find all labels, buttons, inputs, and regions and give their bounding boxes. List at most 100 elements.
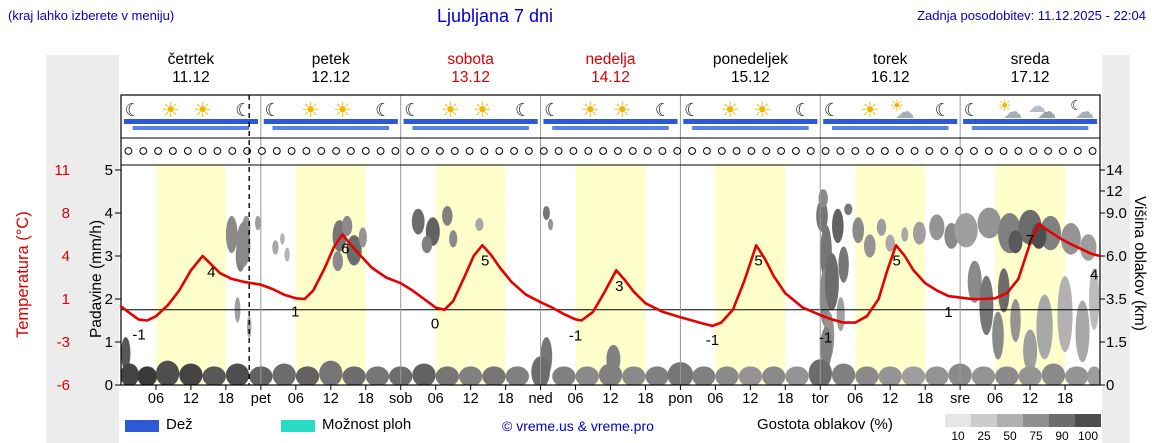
location-hint: (kraj lahko izberete v meniju) (8, 8, 175, 23)
sun-icon: ☀ (473, 99, 492, 122)
day-name: četrtek (167, 51, 215, 68)
svg-text:14: 14 (1106, 162, 1123, 179)
svg-text:☾: ☾ (824, 100, 840, 120)
cloud-icon: ☁☁ (1028, 96, 1057, 123)
day-header-petek: petek 12.12 (261, 51, 401, 87)
svg-text:☀: ☀ (753, 99, 772, 122)
density-tick-label: 10 (951, 429, 965, 443)
svg-text:☾: ☾ (264, 100, 280, 120)
svg-text:1: 1 (62, 291, 70, 308)
svg-text:4: 4 (207, 264, 215, 281)
day-name: sobota (447, 51, 494, 68)
cloud-axis-ticks: 14 12 9.0 6.0 3.5 1.5 0 (1106, 162, 1127, 394)
moon-icon: ☾ (824, 100, 840, 120)
svg-text:3: 3 (105, 248, 113, 265)
density-swatch (1075, 414, 1101, 427)
day-date: 12.12 (311, 69, 351, 86)
day-date: 17.12 (1010, 69, 1050, 86)
svg-text:☀: ☀ (860, 99, 879, 122)
svg-text:18: 18 (917, 391, 933, 407)
svg-text:18: 18 (777, 391, 793, 407)
svg-text:0: 0 (431, 316, 439, 333)
axis-tick-marks (115, 169, 1105, 386)
moon-icon: ☾ (515, 100, 531, 120)
showers-legend-swatch (281, 420, 315, 432)
density-swatch (945, 414, 971, 427)
svg-text:☁: ☁ (1037, 102, 1056, 123)
svg-text:☀: ☀ (613, 99, 632, 122)
temperature-value-labels: -1 4 1 6 0 5 -1 3 -1 5 -1 5 1 7 4 (132, 232, 1098, 349)
svg-text:-3: -3 (57, 334, 70, 351)
svg-text:12: 12 (742, 391, 758, 407)
left-axis-strip (46, 55, 119, 443)
svg-text:5: 5 (481, 252, 489, 269)
moon-icon: ☾ (235, 100, 251, 120)
svg-text:6.0: 6.0 (1106, 248, 1127, 265)
svg-text:06: 06 (567, 391, 583, 407)
svg-text:☀: ☀ (721, 99, 740, 122)
svg-text:5: 5 (892, 252, 900, 269)
svg-text:☾: ☾ (964, 100, 980, 120)
density-step: 50 (997, 414, 1023, 443)
svg-text:tor: tor (812, 391, 829, 407)
day-date: 14.12 (591, 69, 630, 86)
day-name: sreda (1010, 51, 1050, 68)
svg-text:pet: pet (251, 391, 271, 407)
svg-text:9.0: 9.0 (1106, 205, 1127, 222)
svg-text:-1: -1 (706, 332, 719, 349)
svg-text:3.5: 3.5 (1106, 291, 1127, 308)
right-axis-strip (1102, 55, 1130, 443)
svg-text:☀: ☀ (333, 99, 352, 122)
svg-text:1: 1 (105, 334, 113, 351)
svg-text:-6: -6 (57, 377, 70, 394)
day-header-sobota: sobota 13.12 (401, 51, 541, 87)
svg-text:☁: ☁ (1028, 96, 1046, 116)
moon-icon: ☾ (684, 100, 700, 120)
sun-icon: ☀ (721, 99, 740, 122)
density-step: 90 (1049, 414, 1075, 443)
svg-text:☾: ☾ (375, 100, 391, 120)
svg-text:☾: ☾ (125, 100, 141, 120)
svg-text:☾: ☾ (655, 100, 671, 120)
svg-text:4: 4 (1090, 267, 1098, 284)
svg-text:☁: ☁ (1075, 102, 1094, 123)
cloud-moon-icon: ☾☁ (1070, 97, 1094, 123)
svg-text:ned: ned (528, 391, 552, 407)
day-name: ponedeljek (712, 51, 788, 68)
svg-text:☀: ☀ (161, 99, 180, 122)
moon-icon: ☾ (264, 100, 280, 120)
svg-text:-1: -1 (819, 330, 832, 347)
temperature-axis-ticks: 11 8 4 1 -3 -6 (54, 162, 70, 394)
svg-text:5: 5 (105, 162, 113, 179)
day-header-torek: torek 16.12 (820, 51, 960, 87)
density-swatch (1049, 414, 1075, 427)
svg-text:☀: ☀ (301, 99, 320, 122)
day-name: petek (311, 51, 350, 68)
svg-text:18: 18 (358, 391, 374, 407)
svg-text:06: 06 (288, 391, 304, 407)
svg-text:5: 5 (754, 252, 762, 269)
copyright-link[interactable]: © vreme.us & vreme.pro (502, 418, 654, 434)
sun-icon: ☀ (161, 99, 180, 122)
svg-text:☁: ☁ (1003, 102, 1022, 123)
moon-icon: ☾ (795, 100, 811, 120)
day-name: nedelja (585, 51, 636, 68)
rain-legend-swatch (125, 420, 159, 432)
daylight-bands (155, 165, 1066, 385)
svg-text:12: 12 (882, 391, 898, 407)
rain-legend-label: Dež (166, 416, 193, 433)
svg-text:06: 06 (847, 391, 863, 407)
svg-text:0: 0 (1106, 377, 1114, 394)
svg-text:☾: ☾ (935, 100, 951, 120)
svg-text:☾: ☾ (544, 100, 560, 120)
moon-icon: ☾ (935, 100, 951, 120)
rain-period-bars (123, 119, 1098, 130)
density-tick-label: 100 (1077, 429, 1099, 443)
svg-text:12: 12 (323, 391, 339, 407)
svg-text:☾: ☾ (1070, 97, 1083, 113)
svg-text:☀: ☀ (890, 98, 904, 115)
cloud-sun-icon: ☀☁ (890, 98, 915, 123)
weather-icons: ☾ ☀ ☀ ☾ ☾ ☀ ☀ ☾ ☾ ☀ ☀ ☾ ☾ ☀ ☀ ☾ ☾ ☀ ☀ ☾ ☾ ☀ ☀☁ ☾ ☾ ☀☁ ☁☁ ☾☁ (125, 96, 1094, 123)
cloud-layer (121, 189, 1100, 385)
temperature-curve (119, 222, 1102, 328)
